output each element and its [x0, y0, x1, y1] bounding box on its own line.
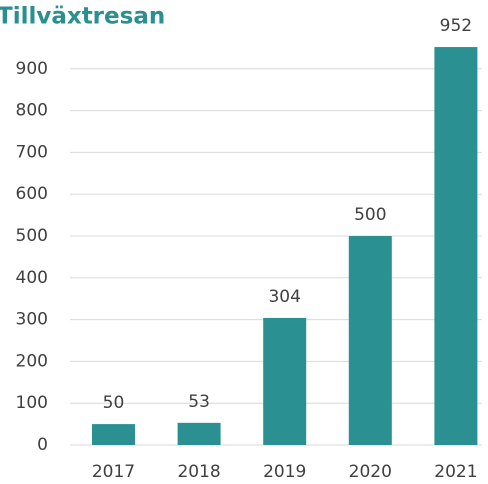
bar	[177, 422, 221, 445]
y-tick-label: 900	[16, 59, 48, 79]
x-tick-label: 2020	[349, 462, 392, 482]
data-label: 53	[188, 392, 210, 412]
x-tick-label: 2021	[434, 462, 477, 482]
y-tick-label: 0	[37, 435, 48, 455]
x-tick-label: 2019	[263, 462, 306, 482]
y-tick-label: 400	[16, 268, 48, 288]
bar	[348, 236, 392, 445]
data-label: 304	[268, 287, 300, 307]
y-tick-label: 600	[16, 184, 48, 204]
chart-title: Tillväxtresan	[0, 4, 165, 30]
bar	[434, 47, 478, 446]
data-label: 500	[354, 205, 386, 225]
y-tick-label: 100	[16, 393, 48, 413]
y-tick-label: 800	[16, 101, 48, 121]
data-label: 952	[440, 16, 472, 36]
bar	[92, 424, 135, 445]
y-tick-label: 700	[16, 142, 48, 162]
y-tick-label: 300	[16, 310, 48, 330]
x-tick-label: 2018	[177, 462, 220, 482]
y-tick-label: 200	[16, 351, 48, 371]
data-label: 50	[103, 393, 125, 413]
y-tick-label: 500	[16, 226, 48, 246]
x-tick-label: 2017	[92, 462, 135, 482]
bar	[263, 317, 307, 445]
